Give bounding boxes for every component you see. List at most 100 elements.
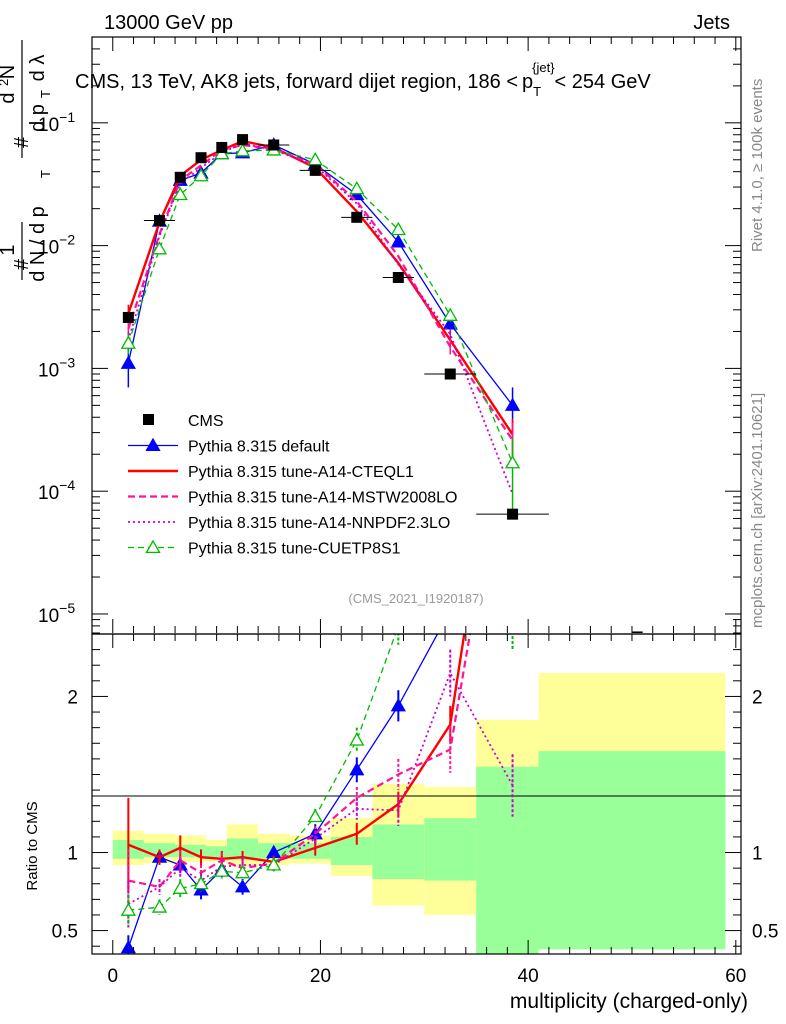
y-tick-label-0: 10−5: [38, 600, 75, 627]
point-pythia-8-315-default-9: [390, 234, 406, 248]
chart-title: CMS, 13 TeV, AK8 jets, forward dijet reg…: [75, 60, 651, 99]
svg-text:2: 2: [0, 79, 11, 86]
svg-text:d: d: [0, 92, 19, 103]
series-pythia-8-315-tune-a14-cteql1: [127, 139, 514, 457]
y-tick-label-1: 10−4: [38, 477, 75, 504]
legend-item-pythia-8-315-default: Pythia 8.315 default: [128, 437, 330, 456]
x-tick-label-1: 20: [310, 966, 331, 987]
legend-item-pythia-8-315-tune-a14-nnpdf2-3lo: Pythia 8.315 tune-A14-NNPDF2.3LO: [128, 515, 450, 532]
series-pythia-8-315-tune-a14-mstw2008lo: [127, 143, 514, 467]
ratio-tick-label-0: 0.5: [52, 922, 78, 943]
ratio-point-pythia-8-315-tune-cuetp8s1-7: [307, 808, 323, 823]
legend-marker-cms: [143, 414, 154, 425]
ratio-point-pythia-8-315-tune-cuetp8s1-5: [234, 865, 251, 879]
legend-label-pythia-8-315-tune-a14-cteql1: Pythia 8.315 tune-A14-CTEQL1: [188, 464, 414, 481]
ratio-tick-label-2: 2: [67, 687, 78, 708]
ratio-axis-ticks: 0.5 0.5 1 1 2 2: [52, 649, 778, 947]
legend-marker-pythia-8-315-tune-cuetp8s1: [145, 539, 161, 554]
x-axis-label: multiplicity (charged-only): [510, 990, 748, 1013]
ratio-tick-label-1: 1: [67, 844, 78, 865]
cms-point-6: [268, 139, 280, 151]
legend-item-pythia-8-315-tune-cuetp8s1: Pythia 8.315 tune-CUETP8S1: [128, 539, 401, 558]
category-label: Jets: [693, 12, 730, 34]
ratio-tick-label-right-0: 0.5: [752, 922, 778, 943]
band-green-7: [330, 836, 373, 866]
y-tick-label-3: 10−2: [38, 232, 75, 259]
x-tick-label-0: 0: [107, 966, 118, 987]
point-pythia-8-315-tune-cuetp8s1-8: [349, 181, 365, 195]
cms-point-0: [122, 311, 134, 323]
energy-label: 13000 GeV pp: [104, 12, 233, 34]
point-pythia-8-315-tune-cuetp8s1-5: [234, 143, 251, 157]
point-pythia-8-315-default-0: [120, 355, 136, 369]
band-green-3: [206, 846, 227, 858]
point-pythia-8-315-tune-cuetp8s1-9: [390, 221, 406, 236]
ratio-series: [120, 596, 519, 954]
y-tick-label-4: 10−1: [38, 109, 75, 136]
band-green-8: [372, 824, 425, 880]
x-axis-ticks: 0 20 40 60: [91, 37, 746, 987]
legend: CMS Pythia 8.315 default Pythia 8.315 tune…: [128, 413, 457, 558]
point-pythia-8-315-tune-cuetp8s1-11: [504, 455, 521, 469]
cms-point-10: [444, 368, 456, 380]
ratio-point-pythia-8-315-tune-cuetp8s1-0: [120, 902, 136, 916]
line-pythia-8-315-tune-cuetp8s1: [127, 149, 514, 464]
cms-point-1: [153, 215, 165, 227]
cms-point-2: [174, 171, 186, 183]
ratio-point-pythia-8-315-tune-cuetp8s1-4: [214, 863, 230, 877]
x-tick-label-3: 60: [725, 966, 746, 987]
source-label: mcplots.cern.ch [arXiv:2401.10621]: [749, 393, 766, 628]
point-pythia-8-315-default-11: [504, 397, 521, 411]
ratio-uncertainty-bands: [112, 673, 726, 954]
ratio-point-pythia-8-315-tune-cuetp8s1-11: [506, 596, 519, 607]
legend-item-pythia-8-315-tune-a14-cteql1: Pythia 8.315 tune-A14-CTEQL1: [128, 464, 414, 481]
band-green-11: [538, 751, 726, 950]
point-pythia-8-315-tune-cuetp8s1-1: [151, 241, 168, 255]
point-pythia-8-315-tune-cuetp8s1-2: [172, 186, 188, 201]
svg-text:d N / d p: d N / d p: [27, 206, 49, 282]
band-green-10: [476, 766, 539, 954]
analysis-id: (CMS_2021_I1920187): [348, 591, 483, 606]
legend-marker-pythia-8-315-default: [145, 437, 161, 452]
title-sub: T: [533, 84, 541, 99]
point-pythia-8-315-tune-cuetp8s1-0: [120, 335, 136, 349]
line-pythia-8-315-tune-a14-nnpdf2-3lo: [127, 142, 514, 495]
svg-text:d p: d p: [27, 104, 49, 132]
ratio-point-pythia-8-315-tune-cuetp8s1-2: [172, 880, 188, 894]
title-sup: {jet}: [532, 60, 555, 75]
legend-label-pythia-8-315-tune-cuetp8s1: Pythia 8.315 tune-CUETP8S1: [188, 541, 401, 558]
ratio-pythia-8-315-tune-a14-nnpdf2-3lo: [127, 649, 514, 928]
ratio-axis-label: Ratio to CMS: [24, 801, 41, 890]
legend-label-pythia-8-315-tune-a14-mstw2008lo: Pythia 8.315 tune-A14-MSTW2008LO: [188, 490, 457, 507]
cms-data-main: [122, 134, 643, 633]
band-green-4: [226, 838, 259, 861]
ratio-line-pythia-8-315-tune-a14-cteql1: [127, 634, 466, 864]
legend-item-cms: CMS: [143, 413, 224, 430]
main-series: [120, 137, 521, 511]
svg-text:T: T: [38, 170, 53, 178]
cms-point-9: [392, 271, 404, 283]
series-pythia-8-315-tune-cuetp8s1: [120, 142, 521, 511]
cms-point-4: [216, 141, 228, 153]
ratio-point-pythia-8-315-default-8: [349, 761, 365, 776]
ratio-point-pythia-8-315-tune-cuetp8s1-8: [349, 732, 365, 746]
legend-label-pythia-8-315-tune-a14-nnpdf2-3lo: Pythia 8.315 tune-A14-NNPDF2.3LO: [188, 515, 450, 532]
x-tick-label-2: 40: [518, 966, 539, 987]
y-axis-ticks: 10−5 10−4 10−3 10−2 10−1: [38, 36, 741, 634]
cms-point-11: [507, 508, 519, 520]
cms-point-5: [237, 134, 249, 146]
cms-point-3: [195, 152, 207, 164]
title-suffix: < 254 GeV: [555, 71, 652, 93]
rivet-label: Rivet 4.1.0, ≥ 100k events: [749, 79, 766, 252]
point-pythia-8-315-tune-cuetp8s1-10: [442, 307, 458, 321]
band-green-9: [424, 818, 477, 881]
ratio-line-pythia-8-315-tune-a14-mstw2008lo: [128, 634, 472, 889]
y-axis-label: # 1 d N / d p T # d 2 N d p T d λ: [0, 40, 53, 282]
cms-point-8: [351, 211, 363, 223]
ratio-panel-frame: [91, 633, 742, 955]
point-pythia-8-315-tune-cuetp8s1-3: [193, 168, 209, 182]
svg-text:1: 1: [0, 244, 19, 255]
ratio-point-pythia-8-315-default-5: [234, 879, 251, 893]
legend-label-cms: CMS: [188, 413, 224, 430]
